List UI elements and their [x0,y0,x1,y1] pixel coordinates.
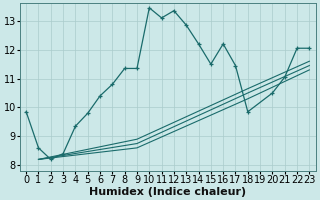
X-axis label: Humidex (Indice chaleur): Humidex (Indice chaleur) [89,187,246,197]
